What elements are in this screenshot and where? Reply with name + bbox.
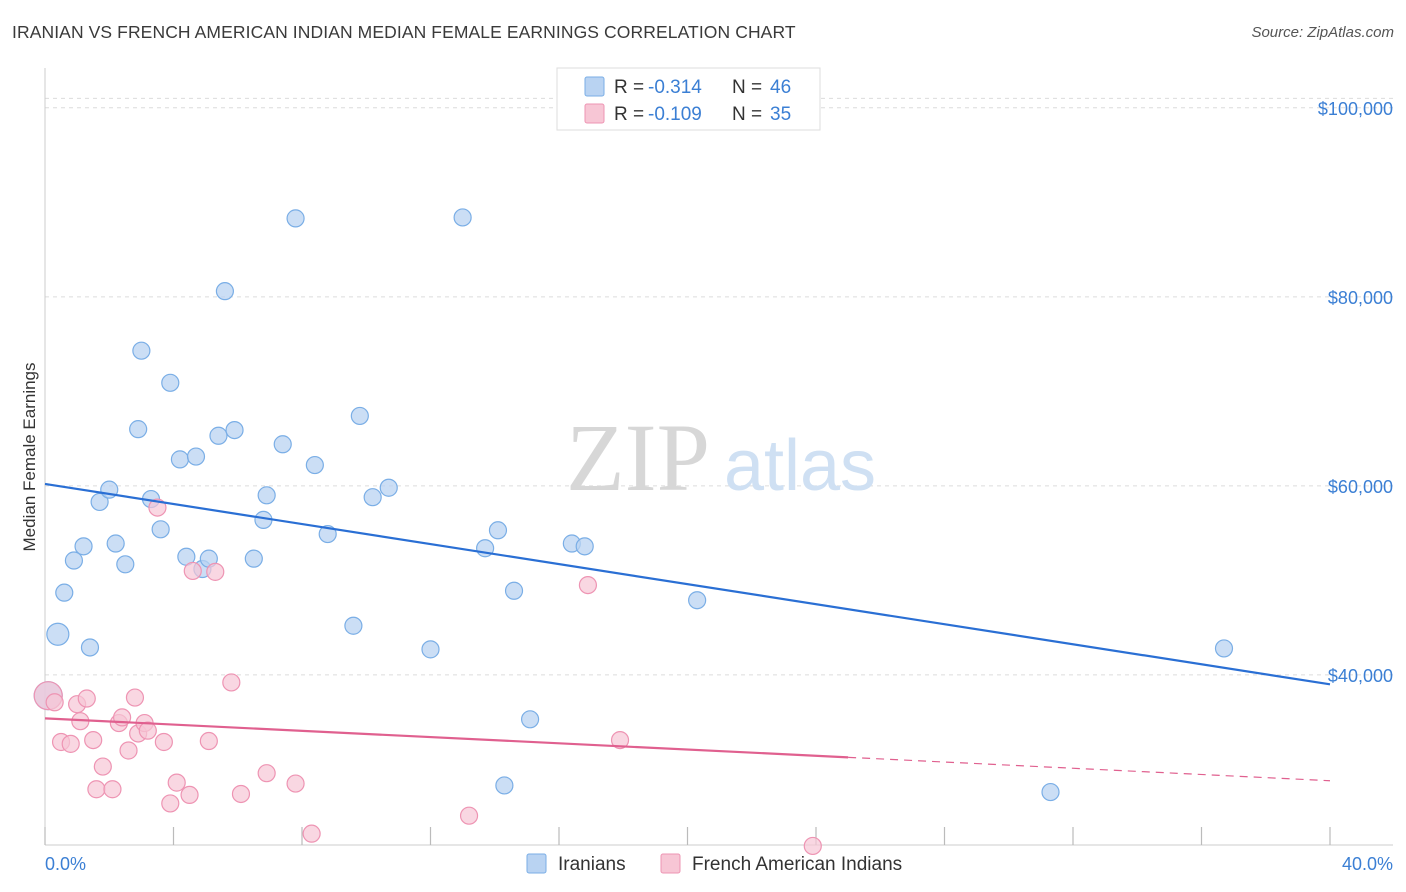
point-iranians-30 [344, 616, 363, 635]
point-french-8 [87, 780, 106, 799]
point-french-23 [183, 561, 202, 581]
point-iranians-14 [161, 373, 180, 392]
point-french-14 [125, 688, 145, 707]
point-iranians-27 [286, 209, 305, 228]
point-iranians-34 [421, 640, 440, 659]
point-iranians-4 [74, 537, 93, 556]
point-french-13 [119, 741, 138, 760]
point-iranians-2 [55, 583, 74, 602]
point-french-3 [61, 734, 80, 753]
legend-r-value-1: -0.314 [648, 77, 702, 98]
point-french-19 [154, 732, 173, 752]
series-french-american-indians [33, 498, 822, 856]
point-iranians-42 [575, 537, 594, 556]
legend-r-label-1: R = [614, 77, 644, 98]
bottom-legend-label-iranians: Iranians [558, 854, 626, 875]
point-iranians-35 [453, 208, 472, 227]
point-iranians-17 [186, 447, 206, 466]
point-iranians-22 [225, 420, 244, 440]
point-iranians-28 [305, 455, 324, 475]
axes [44, 68, 1393, 846]
point-iranians-5 [80, 638, 100, 657]
point-french-6 [77, 689, 96, 708]
point-iranians-40 [495, 776, 514, 795]
bottom-legend-label-french: French American Indians [692, 854, 902, 875]
watermark-zip: ZIP [566, 404, 710, 511]
y-tick-label-3: $100,000 [1318, 99, 1393, 119]
point-iranians-9 [116, 555, 135, 574]
chart-title: IRANIAN VS FRENCH AMERICAN INDIAN MEDIAN… [12, 22, 796, 42]
trend-line-french-dashed [848, 756, 1331, 782]
x-tick-label-0: 0.0% [45, 854, 86, 874]
point-french-17 [138, 721, 157, 740]
bottom-legend-swatch-iranians [526, 853, 547, 874]
y-tick-label-1: $60,000 [1328, 477, 1393, 497]
watermark: ZIP atlas [566, 404, 876, 511]
point-french-27 [231, 784, 251, 804]
point-iranians-44 [1041, 782, 1060, 802]
chart-source: Source: ZipAtlas.com [1251, 24, 1394, 41]
point-iranians-25 [257, 486, 276, 505]
point-french-29 [286, 774, 305, 793]
point-iranians-37 [488, 521, 508, 540]
point-french-33 [610, 730, 630, 750]
legend-swatch-iranians [584, 76, 605, 97]
watermark-atlas: atlas [724, 426, 876, 506]
legend-r-label-2: R = [614, 104, 644, 125]
trend-lines [44, 482, 1331, 782]
point-french-21 [167, 773, 186, 792]
point-iranians-43 [688, 591, 707, 610]
legend-n-label-2: N = [732, 104, 762, 125]
y-tick-label-2: $80,000 [1328, 288, 1393, 308]
point-iranians-15 [170, 450, 190, 469]
y-tick-label-0: $40,000 [1328, 666, 1393, 686]
legend-swatch-french [584, 103, 605, 124]
legend-n-value-1: 46 [770, 77, 791, 98]
point-iranians-13 [151, 520, 170, 539]
y-axis-label: Median Female Earnings [20, 363, 39, 552]
point-iranians-3 [64, 551, 84, 570]
point-iranians-1 [46, 622, 70, 646]
point-french-20 [161, 794, 180, 813]
point-french-31 [459, 806, 479, 825]
point-french-25 [206, 562, 225, 581]
point-french-26 [222, 673, 241, 692]
legend-r-value-2: -0.109 [648, 104, 702, 125]
legend-n-value-2: 35 [770, 104, 791, 125]
point-iranians-10 [132, 341, 151, 360]
point-french-7 [84, 730, 103, 750]
point-iranians-31 [350, 406, 369, 426]
point-iranians-32 [363, 488, 382, 507]
trend-line-french-solid [44, 717, 849, 759]
point-french-1 [45, 693, 64, 712]
point-iranians-26 [273, 435, 292, 454]
top-legend: R = -0.314 N = 46 R = -0.109 N = 35 [556, 67, 821, 131]
x-tick-label-1: 40.0% [1342, 854, 1393, 874]
point-iranians-33 [379, 478, 398, 497]
trend-line-iranians [44, 482, 1331, 686]
point-french-24 [199, 731, 218, 751]
point-iranians-11 [129, 420, 148, 439]
point-french-32 [578, 575, 598, 595]
legend-n-label-1: N = [732, 77, 762, 98]
point-iranians-21 [215, 282, 234, 301]
point-french-18 [148, 498, 167, 517]
point-iranians-8 [106, 534, 125, 553]
point-iranians-39 [520, 710, 540, 729]
bottom-legend-swatch-french [660, 853, 681, 874]
bottom-legend: Iranians French American Indians [526, 853, 902, 875]
point-french-10 [103, 780, 122, 799]
point-french-22 [180, 785, 199, 805]
point-iranians-38 [504, 581, 524, 600]
point-iranians-23 [244, 549, 263, 568]
tick-labels: $40,000 $60,000 $80,000 $100,000 0.0% 40.0% [45, 99, 1393, 874]
point-french-34 [803, 836, 822, 856]
point-iranians-20 [209, 426, 228, 445]
point-french-30 [302, 824, 321, 843]
point-iranians-45 [1214, 639, 1234, 658]
point-french-9 [93, 757, 112, 776]
point-french-28 [257, 764, 276, 783]
